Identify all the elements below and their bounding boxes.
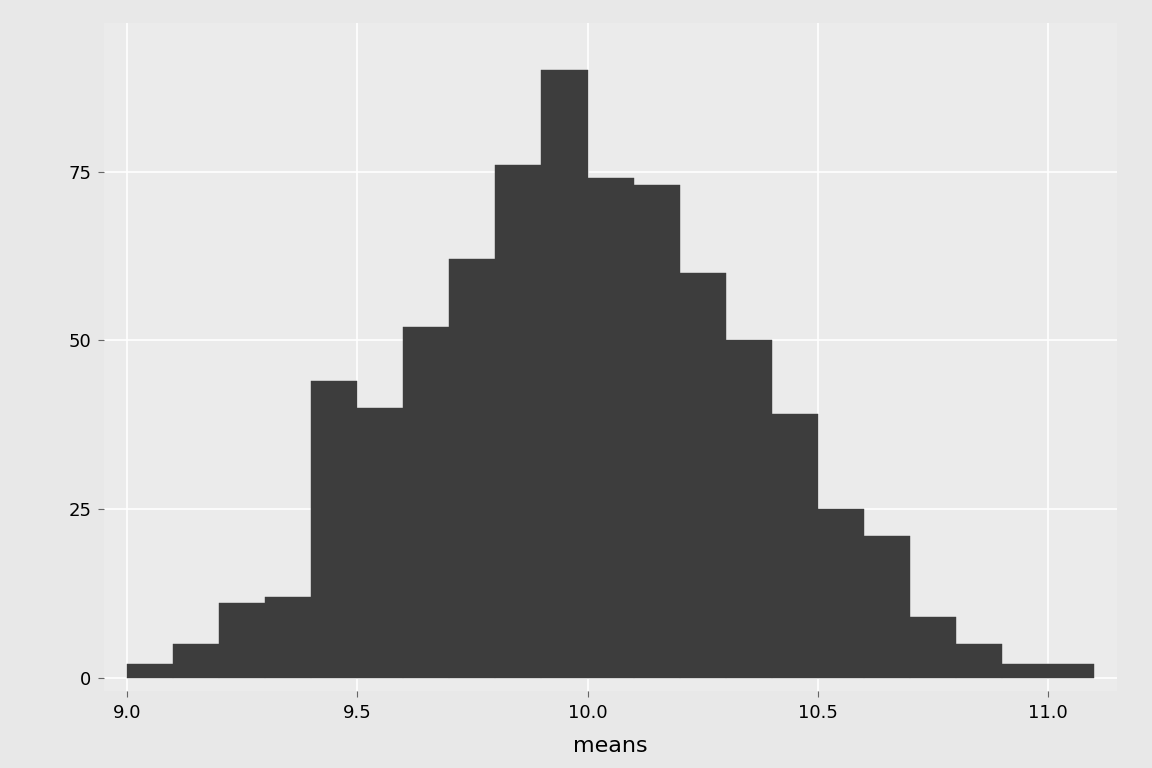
Bar: [265, 597, 311, 677]
Bar: [127, 664, 173, 677]
Bar: [403, 326, 449, 677]
Bar: [910, 617, 956, 677]
Bar: [864, 536, 910, 677]
Bar: [173, 644, 219, 677]
Bar: [1048, 664, 1094, 677]
Bar: [449, 260, 495, 677]
Bar: [588, 178, 634, 677]
Bar: [634, 185, 680, 677]
Bar: [1002, 664, 1048, 677]
Bar: [311, 381, 357, 677]
Bar: [956, 644, 1002, 677]
Bar: [541, 71, 588, 677]
X-axis label: means: means: [574, 736, 647, 756]
Bar: [495, 165, 541, 677]
Bar: [772, 415, 818, 677]
Bar: [726, 340, 772, 677]
Bar: [219, 604, 265, 677]
Bar: [357, 408, 403, 677]
Bar: [680, 273, 726, 677]
Bar: [818, 509, 864, 677]
